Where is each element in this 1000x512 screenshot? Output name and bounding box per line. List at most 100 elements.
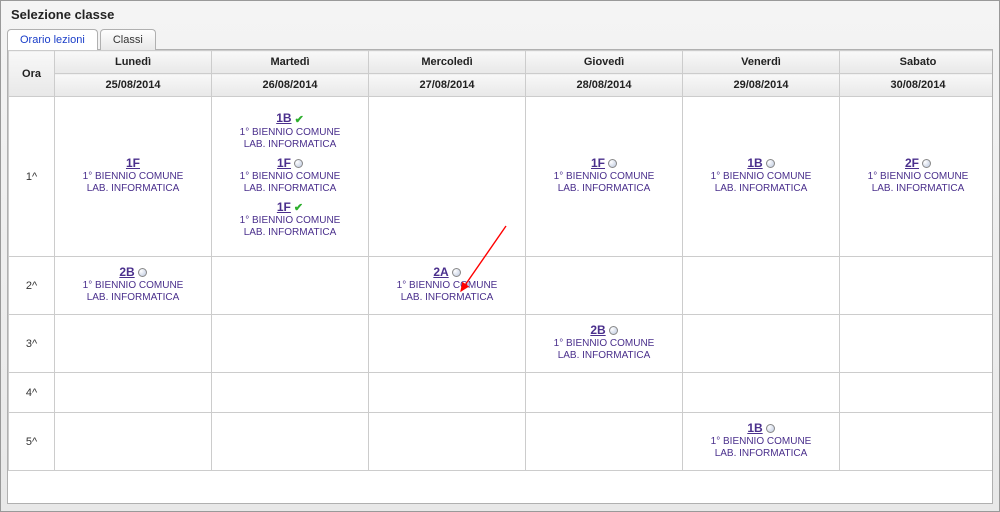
schedule-cell bbox=[212, 413, 369, 471]
table-row: 1^1F1° BIENNIO COMUNELAB. INFORMATICA1B✔… bbox=[9, 97, 994, 257]
hour-cell: 1^ bbox=[9, 97, 55, 257]
hour-header: Ora bbox=[9, 51, 55, 97]
class-code-link[interactable]: 1F bbox=[126, 156, 140, 170]
class-code-link[interactable]: 1F bbox=[591, 156, 605, 170]
day-header: Sabato bbox=[840, 51, 994, 74]
schedule-cell bbox=[55, 315, 212, 373]
class-code-link[interactable]: 1F bbox=[277, 156, 291, 170]
schedule-cell bbox=[212, 257, 369, 315]
schedule-cell: 1F1° BIENNIO COMUNELAB. INFORMATICA bbox=[55, 97, 212, 257]
class-course-label: 1° BIENNIO COMUNE bbox=[57, 280, 209, 291]
schedule-cell bbox=[55, 413, 212, 471]
schedule-panel: Ora Lunedì Martedì Mercoledì Giovedì Ven… bbox=[7, 49, 993, 504]
class-entry[interactable]: 2F1° BIENNIO COMUNELAB. INFORMATICA bbox=[842, 156, 993, 194]
class-room-label: LAB. INFORMATICA bbox=[371, 292, 523, 303]
schedule-table: Ora Lunedì Martedì Mercoledì Giovedì Ven… bbox=[8, 50, 993, 471]
schedule-cell: 1F1° BIENNIO COMUNELAB. INFORMATICA bbox=[526, 97, 683, 257]
class-course-label: 1° BIENNIO COMUNE bbox=[57, 171, 209, 182]
class-code-link[interactable]: 2B bbox=[119, 265, 134, 279]
checkmark-icon: ✔ bbox=[294, 202, 303, 214]
class-room-label: LAB. INFORMATICA bbox=[214, 227, 366, 238]
class-course-label: 1° BIENNIO COMUNE bbox=[842, 171, 993, 182]
schedule-cell: 2A1° BIENNIO COMUNELAB. INFORMATICA bbox=[369, 257, 526, 315]
class-entry[interactable]: 1B1° BIENNIO COMUNELAB. INFORMATICA bbox=[685, 421, 837, 459]
class-room-label: LAB. INFORMATICA bbox=[685, 183, 837, 194]
date-header: 29/08/2014 bbox=[683, 74, 840, 97]
date-header: 26/08/2014 bbox=[212, 74, 369, 97]
class-entry[interactable]: 1B✔1° BIENNIO COMUNELAB. INFORMATICA bbox=[214, 111, 366, 150]
date-header: 25/08/2014 bbox=[55, 74, 212, 97]
day-header: Giovedì bbox=[526, 51, 683, 74]
class-course-label: 1° BIENNIO COMUNE bbox=[371, 280, 523, 291]
status-circle-icon bbox=[138, 268, 147, 277]
class-room-label: LAB. INFORMATICA bbox=[528, 183, 680, 194]
hour-cell: 4^ bbox=[9, 373, 55, 413]
schedule-cell: 2F1° BIENNIO COMUNELAB. INFORMATICA bbox=[840, 97, 994, 257]
status-circle-icon bbox=[452, 268, 461, 277]
schedule-cell: 1B✔1° BIENNIO COMUNELAB. INFORMATICA1F1°… bbox=[212, 97, 369, 257]
tab-classi[interactable]: Classi bbox=[100, 29, 156, 50]
class-course-label: 1° BIENNIO COMUNE bbox=[214, 171, 366, 182]
schedule-cell bbox=[212, 315, 369, 373]
table-row: 3^2B1° BIENNIO COMUNELAB. INFORMATICA bbox=[9, 315, 994, 373]
status-circle-icon bbox=[922, 159, 931, 168]
class-entry[interactable]: 1F1° BIENNIO COMUNELAB. INFORMATICA bbox=[214, 156, 366, 194]
class-entry[interactable]: 2B1° BIENNIO COMUNELAB. INFORMATICA bbox=[57, 265, 209, 303]
date-header: 28/08/2014 bbox=[526, 74, 683, 97]
schedule-cell: 1B1° BIENNIO COMUNELAB. INFORMATICA bbox=[683, 413, 840, 471]
schedule-cell bbox=[683, 315, 840, 373]
class-course-label: 1° BIENNIO COMUNE bbox=[685, 436, 837, 447]
class-entry[interactable]: 1F1° BIENNIO COMUNELAB. INFORMATICA bbox=[57, 156, 209, 194]
table-row: 4^ bbox=[9, 373, 994, 413]
class-entry[interactable]: 1F✔1° BIENNIO COMUNELAB. INFORMATICA bbox=[214, 200, 366, 239]
header-row-days: Ora Lunedì Martedì Mercoledì Giovedì Ven… bbox=[9, 51, 994, 74]
class-entry[interactable]: 1B1° BIENNIO COMUNELAB. INFORMATICA bbox=[685, 156, 837, 194]
schedule-cell bbox=[369, 413, 526, 471]
schedule-cell: 2B1° BIENNIO COMUNELAB. INFORMATICA bbox=[55, 257, 212, 315]
schedule-cell bbox=[212, 373, 369, 413]
checkmark-icon: ✔ bbox=[295, 114, 304, 126]
class-room-label: LAB. INFORMATICA bbox=[57, 183, 209, 194]
class-entry[interactable]: 2A1° BIENNIO COMUNELAB. INFORMATICA bbox=[371, 265, 523, 303]
status-circle-icon bbox=[609, 326, 618, 335]
class-room-label: LAB. INFORMATICA bbox=[685, 448, 837, 459]
status-circle-icon bbox=[766, 159, 775, 168]
schedule-cell bbox=[840, 413, 994, 471]
window-title: Selezione classe bbox=[1, 1, 999, 28]
day-header: Martedì bbox=[212, 51, 369, 74]
class-room-label: LAB. INFORMATICA bbox=[842, 183, 993, 194]
hour-cell: 2^ bbox=[9, 257, 55, 315]
schedule-cell bbox=[840, 257, 994, 315]
class-selection-window: Selezione classe Orario lezioni Classi O… bbox=[0, 0, 1000, 512]
date-header: 27/08/2014 bbox=[369, 74, 526, 97]
class-code-link[interactable]: 2A bbox=[433, 265, 448, 279]
class-code-link[interactable]: 2B bbox=[590, 323, 605, 337]
schedule-cell: 2B1° BIENNIO COMUNELAB. INFORMATICA bbox=[526, 315, 683, 373]
schedule-cell bbox=[369, 315, 526, 373]
status-circle-icon bbox=[766, 424, 775, 433]
table-row: 2^2B1° BIENNIO COMUNELAB. INFORMATICA2A1… bbox=[9, 257, 994, 315]
class-code-link[interactable]: 2F bbox=[905, 156, 919, 170]
class-course-label: 1° BIENNIO COMUNE bbox=[214, 215, 366, 226]
hour-cell: 5^ bbox=[9, 413, 55, 471]
class-code-link[interactable]: 1B bbox=[747, 421, 762, 435]
class-entry[interactable]: 1F1° BIENNIO COMUNELAB. INFORMATICA bbox=[528, 156, 680, 194]
schedule-cell bbox=[840, 373, 994, 413]
class-code-link[interactable]: 1B bbox=[747, 156, 762, 170]
class-entry[interactable]: 2B1° BIENNIO COMUNELAB. INFORMATICA bbox=[528, 323, 680, 361]
class-code-link[interactable]: 1F bbox=[277, 200, 291, 214]
class-course-label: 1° BIENNIO COMUNE bbox=[685, 171, 837, 182]
class-course-label: 1° BIENNIO COMUNE bbox=[528, 171, 680, 182]
tab-orario-lezioni[interactable]: Orario lezioni bbox=[7, 29, 98, 50]
class-code-link[interactable]: 1B bbox=[276, 111, 291, 125]
class-course-label: 1° BIENNIO COMUNE bbox=[528, 338, 680, 349]
status-circle-icon bbox=[294, 159, 303, 168]
schedule-cell bbox=[840, 315, 994, 373]
table-row: 5^ 1B1° BIENNIO COMUNELAB. INFORMATICA bbox=[9, 413, 994, 471]
schedule-cell bbox=[526, 257, 683, 315]
schedule-cell bbox=[55, 373, 212, 413]
schedule-cell bbox=[369, 97, 526, 257]
schedule-cell bbox=[369, 373, 526, 413]
header-row-dates: 25/08/2014 26/08/2014 27/08/2014 28/08/2… bbox=[9, 74, 994, 97]
class-course-label: 1° BIENNIO COMUNE bbox=[214, 127, 366, 138]
